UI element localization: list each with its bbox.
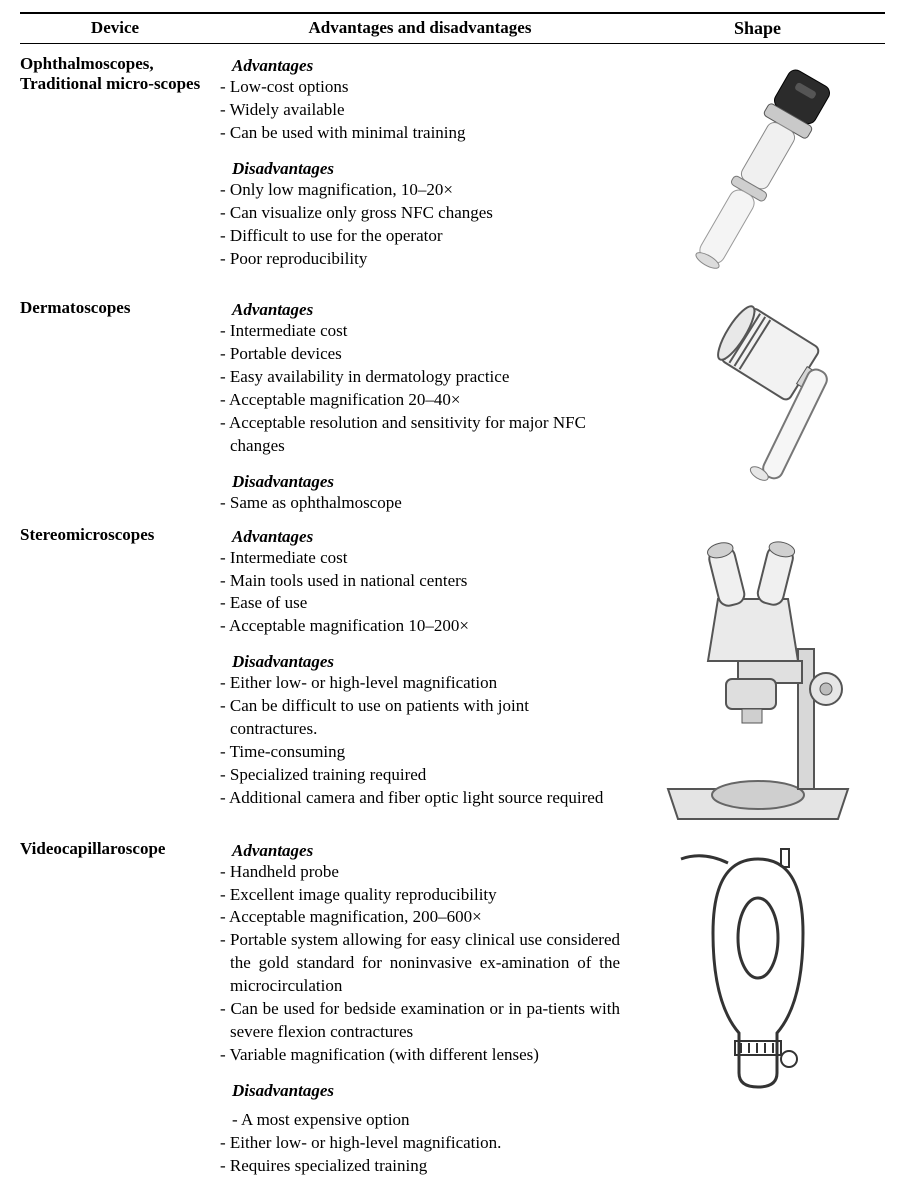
- shape-cell: [630, 839, 885, 1113]
- advantages-title: Advantages: [232, 841, 620, 861]
- advantages-title: Advantages: [232, 527, 620, 547]
- disadvantages-list: Same as ophthalmoscope: [210, 492, 620, 515]
- device-name: Videocapillaroscope: [20, 839, 210, 859]
- advantages-disadvantages: Advantages Intermediate cost Main tools …: [210, 525, 630, 810]
- header-advdis: Advantages and disadvantages: [210, 18, 630, 39]
- videocapillaroscope-icon: [673, 843, 843, 1113]
- list-item: Specialized training required: [220, 764, 620, 787]
- list-item: Intermediate cost: [220, 320, 620, 343]
- table-row: Dermatoscopes Advantages Intermediate co…: [20, 288, 885, 515]
- list-item: Can be difficult to use on patients with…: [220, 695, 620, 741]
- disadvantages-list: Only low magnification, 10–20× Can visua…: [210, 179, 620, 271]
- list-item: Variable magnification (with different l…: [220, 1044, 620, 1067]
- advantages-list: Intermediate cost Main tools used in nat…: [210, 547, 620, 639]
- ophthalmoscope-icon: [673, 58, 843, 288]
- list-item: Difficult to use for the operator: [220, 225, 620, 248]
- advantages-title: Advantages: [232, 300, 620, 320]
- dermatoscope-icon: [663, 302, 853, 502]
- shape-cell: [630, 298, 885, 502]
- list-item: Requires specialized training: [220, 1155, 620, 1178]
- device-name: Stereomicroscopes: [20, 525, 210, 545]
- list-item: Acceptable magnification 10–200×: [220, 615, 620, 638]
- list-item: Additional camera and fiber optic light …: [220, 787, 620, 810]
- list-item: Acceptable resolution and sensitivity fo…: [220, 412, 620, 458]
- advantages-list: Low-cost options Widely available Can be…: [210, 76, 620, 145]
- advantages-disadvantages: Advantages Intermediate cost Portable de…: [210, 298, 630, 515]
- list-item: Low-cost options: [220, 76, 620, 99]
- list-item: Main tools used in national centers: [220, 570, 620, 593]
- stereomicroscope-icon: [648, 529, 868, 829]
- list-item: A most expensive option: [220, 1109, 620, 1132]
- device-name: Ophthalmoscopes, Traditional micro-scope…: [20, 54, 210, 94]
- list-item: Can visualize only gross NFC changes: [220, 202, 620, 225]
- list-item: Portable system allowing for easy clinic…: [220, 929, 620, 998]
- advantages-disadvantages: Advantages Handheld probe Excellent imag…: [210, 839, 630, 1178]
- list-item: Handheld probe: [220, 861, 620, 884]
- list-item: Same as ophthalmoscope: [220, 492, 620, 515]
- table-header: Device Advantages and disadvantages Shap…: [20, 12, 885, 44]
- advantages-list: Intermediate cost Portable devices Easy …: [210, 320, 620, 458]
- disadvantages-title: Disadvantages: [232, 472, 620, 492]
- header-shape: Shape: [630, 18, 885, 39]
- disadvantages-title: Disadvantages: [232, 1081, 620, 1101]
- table-row: Videocapillaroscope Advantages Handheld …: [20, 829, 885, 1178]
- advantages-list: Handheld probe Excellent image quality r…: [210, 861, 620, 1067]
- list-item: Portable devices: [220, 343, 620, 366]
- disadvantages-list: A most expensive option Either low- or h…: [210, 1109, 620, 1178]
- list-item: Ease of use: [220, 592, 620, 615]
- advantages-disadvantages: Advantages Low-cost options Widely avail…: [210, 54, 630, 271]
- table-row: Stereomicroscopes Advantages Intermediat…: [20, 515, 885, 829]
- list-item: Easy availability in dermatology practic…: [220, 366, 620, 389]
- advantages-title: Advantages: [232, 56, 620, 76]
- list-item: Either low- or high-level magnification: [220, 672, 620, 695]
- disadvantages-title: Disadvantages: [232, 652, 620, 672]
- list-item: Acceptable magnification, 200–600×: [220, 906, 620, 929]
- list-item: Either low- or high-level magnification.: [220, 1132, 620, 1155]
- list-item: Only low magnification, 10–20×: [220, 179, 620, 202]
- disadvantages-title: Disadvantages: [232, 159, 620, 179]
- disadvantages-list: Either low- or high-level magnification …: [210, 672, 620, 810]
- device-name: Dermatoscopes: [20, 298, 210, 318]
- list-item: Can be used for bedside examination or i…: [220, 998, 620, 1044]
- list-item: Poor reproducibility: [220, 248, 620, 271]
- list-item: Excellent image quality reproducibility: [220, 884, 620, 907]
- list-item: Intermediate cost: [220, 547, 620, 570]
- list-item: Widely available: [220, 99, 620, 122]
- list-item: Time-consuming: [220, 741, 620, 764]
- list-item: Acceptable magnification 20–40×: [220, 389, 620, 412]
- header-device: Device: [20, 18, 210, 39]
- shape-cell: [630, 54, 885, 288]
- shape-cell: [630, 525, 885, 829]
- list-item: Can be used with minimal training: [220, 122, 620, 145]
- table-row: Ophthalmoscopes, Traditional micro-scope…: [20, 44, 885, 288]
